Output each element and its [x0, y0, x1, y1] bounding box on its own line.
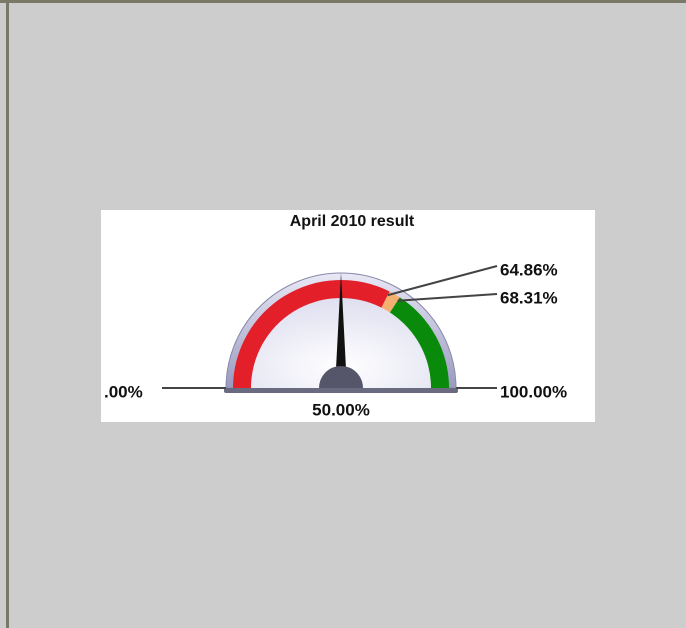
- scale-label: .00%: [104, 382, 143, 401]
- left-border: [6, 0, 9, 628]
- top-border: [0, 0, 686, 3]
- value-label: 50.00%: [312, 400, 370, 419]
- gauge-needle: [335, 273, 347, 388]
- threshold-line: [387, 265, 498, 297]
- chart-title: April 2010 result: [290, 213, 415, 230]
- gauge-band: [389, 297, 449, 388]
- scale-label: 100.00%: [500, 382, 567, 401]
- gauge-band: [233, 279, 390, 388]
- threshold-line: [397, 293, 498, 302]
- threshold-label: 68.31%: [500, 288, 558, 307]
- gauge-hub: [319, 366, 363, 388]
- gauge-band: [381, 291, 400, 313]
- gauge-base: [224, 388, 458, 393]
- threshold-label: 64.86%: [500, 260, 558, 279]
